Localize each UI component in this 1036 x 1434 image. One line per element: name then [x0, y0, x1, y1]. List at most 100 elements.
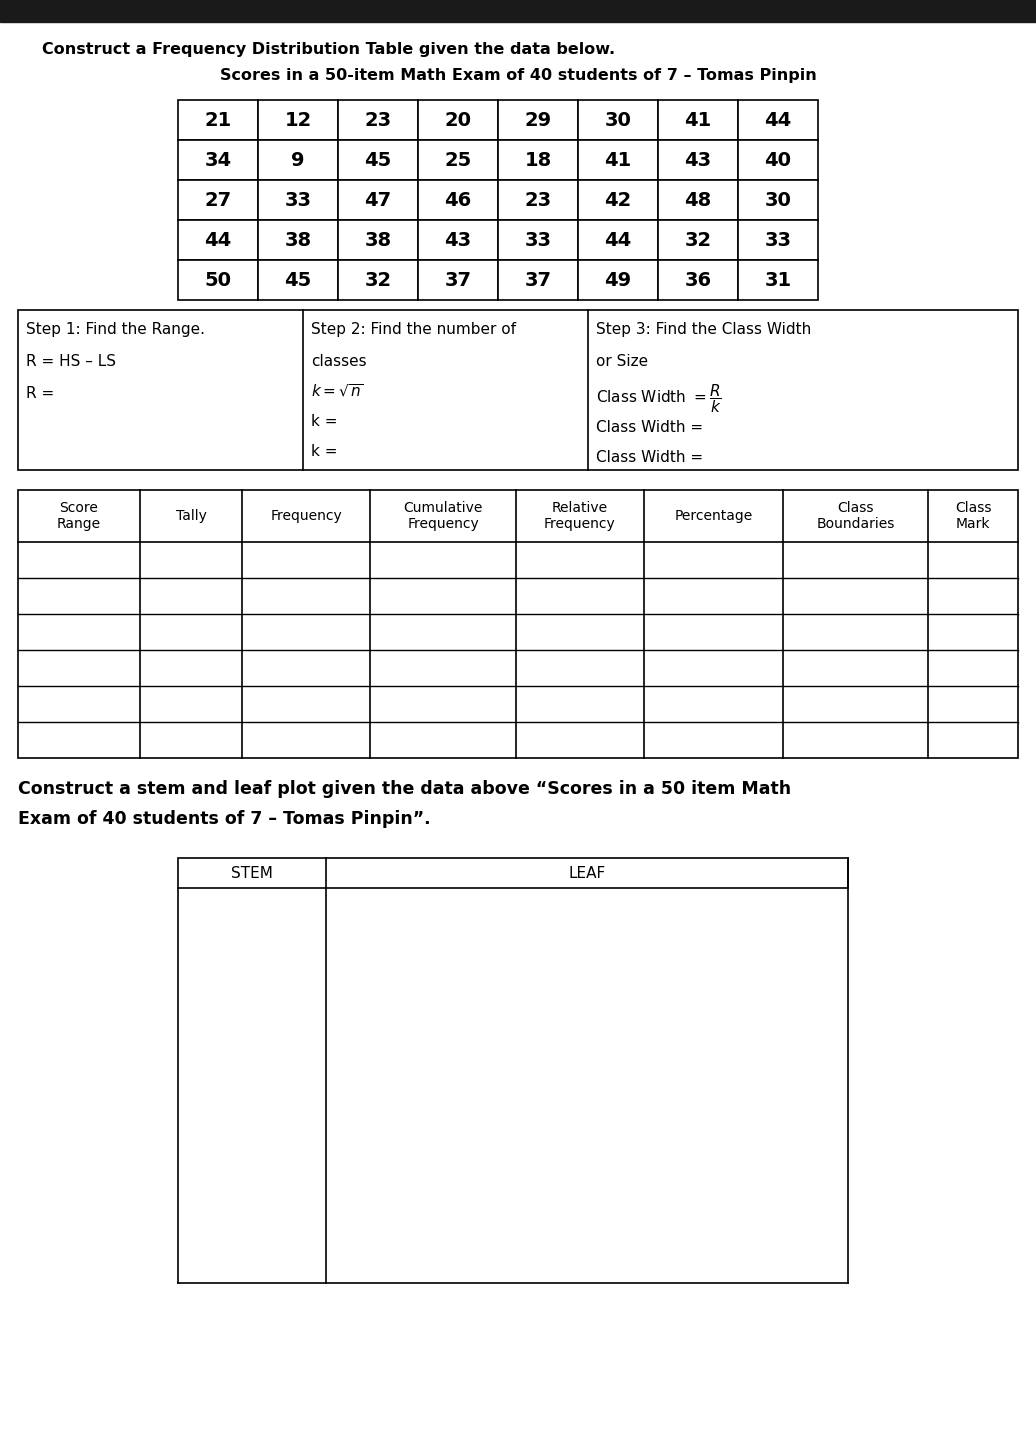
Text: STEM: STEM	[231, 866, 272, 880]
Text: Step 3: Find the Class Width: Step 3: Find the Class Width	[596, 323, 811, 337]
Bar	[178, 858, 848, 888]
Text: 42: 42	[604, 191, 632, 209]
Bar	[18, 490, 1018, 759]
Bar	[658, 219, 738, 260]
Text: Cumulative
Frequency: Cumulative Frequency	[403, 500, 483, 531]
Bar	[578, 219, 658, 260]
Bar	[658, 100, 738, 141]
Text: 45: 45	[365, 151, 392, 169]
Text: Step 2: Find the number of: Step 2: Find the number of	[311, 323, 516, 337]
Bar	[418, 219, 498, 260]
Bar	[578, 181, 658, 219]
Text: 41: 41	[685, 110, 712, 129]
Text: Tally: Tally	[176, 509, 207, 523]
Bar	[338, 141, 418, 181]
Bar	[498, 219, 578, 260]
Text: Step 1: Find the Range.: Step 1: Find the Range.	[26, 323, 205, 337]
Text: Relative
Frequency: Relative Frequency	[544, 500, 615, 531]
Bar	[338, 181, 418, 219]
Text: 12: 12	[284, 110, 312, 129]
Text: k =: k =	[311, 414, 338, 429]
Text: 23: 23	[365, 110, 392, 129]
Bar	[178, 100, 258, 141]
Text: 44: 44	[604, 231, 632, 250]
Text: Exam of 40 students of 7 – Tomas Pinpin”.: Exam of 40 students of 7 – Tomas Pinpin”…	[18, 810, 431, 827]
Bar	[658, 181, 738, 219]
Bar	[258, 219, 338, 260]
Bar	[498, 141, 578, 181]
Text: Class Width =: Class Width =	[596, 450, 703, 465]
Bar	[258, 260, 338, 300]
Text: 37: 37	[444, 271, 471, 290]
Bar	[418, 141, 498, 181]
Text: 27: 27	[204, 191, 232, 209]
Text: 30: 30	[605, 110, 631, 129]
Text: 36: 36	[685, 271, 712, 290]
Bar	[418, 181, 498, 219]
Text: 21: 21	[204, 110, 232, 129]
Text: 30: 30	[765, 191, 792, 209]
Bar	[258, 100, 338, 141]
Text: 48: 48	[685, 191, 712, 209]
Bar	[178, 219, 258, 260]
Bar	[578, 260, 658, 300]
Text: 45: 45	[284, 271, 312, 290]
Bar	[418, 260, 498, 300]
Bar	[338, 219, 418, 260]
Text: 43: 43	[685, 151, 712, 169]
Text: R = HS – LS: R = HS – LS	[26, 354, 116, 369]
Text: Percentage: Percentage	[674, 509, 752, 523]
Text: 32: 32	[365, 271, 392, 290]
Bar	[658, 260, 738, 300]
Text: $k = \sqrt{n}$: $k = \sqrt{n}$	[311, 381, 364, 399]
Bar	[18, 310, 1018, 470]
Text: 32: 32	[685, 231, 712, 250]
Text: Construct a Frequency Distribution Table given the data below.: Construct a Frequency Distribution Table…	[42, 42, 615, 57]
Bar	[178, 141, 258, 181]
Text: Class
Boundaries: Class Boundaries	[816, 500, 895, 531]
Bar	[338, 260, 418, 300]
Text: 23: 23	[524, 191, 551, 209]
Bar	[178, 181, 258, 219]
Bar	[498, 100, 578, 141]
Text: Class Width $= \dfrac{R}{k}$: Class Width $= \dfrac{R}{k}$	[596, 381, 722, 414]
Bar	[658, 141, 738, 181]
Bar	[738, 100, 818, 141]
Text: 41: 41	[604, 151, 632, 169]
Text: 33: 33	[524, 231, 551, 250]
Text: classes: classes	[311, 354, 367, 369]
Bar	[498, 260, 578, 300]
Text: 9: 9	[291, 151, 305, 169]
Bar	[578, 141, 658, 181]
Text: 33: 33	[765, 231, 792, 250]
Text: Scores in a 50-item Math Exam of 40 students of 7 – Tomas Pinpin: Scores in a 50-item Math Exam of 40 stud…	[220, 67, 816, 83]
Bar	[738, 219, 818, 260]
Text: 40: 40	[765, 151, 792, 169]
Text: 47: 47	[365, 191, 392, 209]
Text: 33: 33	[285, 191, 312, 209]
Text: 44: 44	[765, 110, 792, 129]
Bar	[0, 0, 1036, 22]
Bar	[418, 100, 498, 141]
Text: Construct a stem and leaf plot given the data above “Scores in a 50 item Math: Construct a stem and leaf plot given the…	[18, 780, 792, 797]
Text: Class Width =: Class Width =	[596, 420, 703, 435]
Text: Score
Range: Score Range	[57, 500, 102, 531]
Bar	[258, 181, 338, 219]
Bar	[258, 141, 338, 181]
Bar	[498, 181, 578, 219]
Text: 29: 29	[524, 110, 551, 129]
Text: Class
Mark: Class Mark	[955, 500, 991, 531]
Text: 38: 38	[285, 231, 312, 250]
Text: R =: R =	[26, 386, 54, 402]
Text: 20: 20	[444, 110, 471, 129]
Text: 31: 31	[765, 271, 792, 290]
Text: k =: k =	[311, 445, 338, 459]
Bar	[338, 100, 418, 141]
Text: Frequency: Frequency	[270, 509, 342, 523]
Text: 34: 34	[204, 151, 232, 169]
Text: 37: 37	[524, 271, 551, 290]
Text: or Size: or Size	[596, 354, 649, 369]
Text: 18: 18	[524, 151, 551, 169]
Text: 43: 43	[444, 231, 471, 250]
Bar	[738, 141, 818, 181]
